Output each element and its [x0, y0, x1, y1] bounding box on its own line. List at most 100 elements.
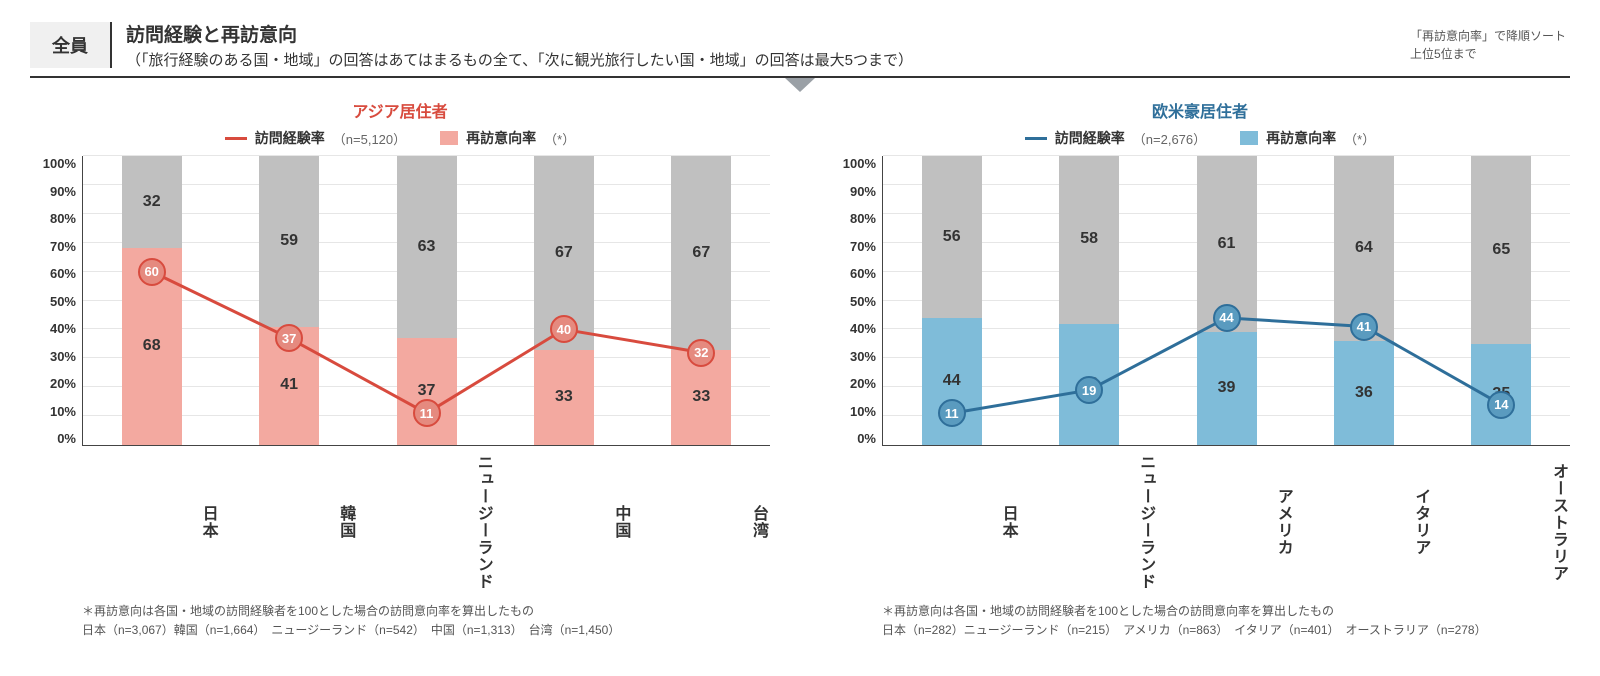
- y-tick: 70%: [50, 239, 76, 254]
- line-marker: 11: [413, 399, 441, 427]
- bar-slot: 36 64: [1295, 156, 1432, 445]
- y-tick: 40%: [850, 321, 876, 336]
- x-label: アメリカ: [1157, 454, 1295, 590]
- bar-value-bottom: 33: [671, 388, 731, 406]
- plot: 683241593763336733676037114032: [82, 156, 770, 446]
- bar-value-top: 67: [534, 244, 594, 262]
- footnote-line: ＊再訪意向は各国・地域の訪問経験者を100とした場合の訪問意向率を算出したもの: [82, 602, 770, 621]
- bar-value-top: 58: [1059, 230, 1119, 248]
- x-label: 台湾: [632, 454, 770, 590]
- bar-slot: 33 67: [495, 156, 632, 445]
- bar-value-bottom: 41: [259, 376, 319, 394]
- bar-slot: 41 59: [220, 156, 357, 445]
- y-tick: 50%: [850, 294, 876, 309]
- sort-note: 「再訪意向率」で降順ソート 上位5位まで: [1390, 27, 1570, 63]
- y-tick: 0%: [857, 431, 876, 446]
- x-axis: 日本ニュージーランドアメリカイタリアオーストラリア: [882, 454, 1570, 590]
- x-label: 日本: [882, 454, 1020, 590]
- header-title-block: 訪問経験と再訪意向 （「旅行経験のある国・地域」の回答はあてはまるもの全て、「次…: [126, 20, 1390, 70]
- bar-value-top: 59: [259, 232, 319, 250]
- legend-bar-swatch: [440, 131, 458, 145]
- panel-title: 欧米豪居住者: [830, 98, 1570, 122]
- y-tick: 50%: [50, 294, 76, 309]
- bar-value-top: 63: [397, 238, 457, 256]
- y-tick: 30%: [50, 349, 76, 364]
- y-tick: 0%: [57, 431, 76, 446]
- charts-row: アジア居住者訪問経験率（n=5,120）再訪意向率（*）100%90%80%70…: [30, 98, 1570, 640]
- bar: 3961: [1197, 156, 1257, 445]
- chart-panel: 欧米豪居住者訪問経験率（n=2,676）再訪意向率（*）100%90%80%70…: [830, 98, 1570, 640]
- legend-line-label: 訪問経験率: [1055, 128, 1125, 148]
- legend-line-swatch: [1025, 137, 1047, 140]
- y-tick: 20%: [850, 376, 876, 391]
- line-marker: 41: [1350, 313, 1378, 341]
- plot: 445642583961366435651119444114: [882, 156, 1570, 446]
- y-tick: 40%: [50, 321, 76, 336]
- line-marker: 19: [1075, 376, 1103, 404]
- line-marker: 14: [1487, 391, 1515, 419]
- footnote-line: 日本（n=282）ニュージーランド（n=215） アメリカ（n=863） イタリ…: [882, 621, 1570, 640]
- line-marker: 60: [138, 258, 166, 286]
- legend-line-label: 訪問経験率: [255, 128, 325, 148]
- x-label: オーストラリア: [1432, 454, 1570, 590]
- y-axis: 100%90%80%70%60%50%40%30%20%10%0%: [30, 156, 82, 446]
- chart-area: 100%90%80%70%60%50%40%30%20%10%0%6832415…: [30, 156, 770, 446]
- y-tick: 90%: [850, 184, 876, 199]
- bar-value-top: 65: [1471, 241, 1531, 259]
- bar-value-bottom: 36: [1334, 384, 1394, 402]
- chart-panel: アジア居住者訪問経験率（n=5,120）再訪意向率（*）100%90%80%70…: [30, 98, 770, 640]
- bar-value-top: 32: [122, 193, 182, 211]
- bar-value-bottom: 33: [534, 388, 594, 406]
- y-tick: 100%: [843, 156, 876, 171]
- legend-bar-label: 再訪意向率: [1266, 128, 1336, 148]
- x-label: イタリア: [1295, 454, 1433, 590]
- page-title: 訪問経験と再訪意向: [126, 20, 1390, 47]
- legend-line-swatch: [225, 137, 247, 140]
- bar-value-bottom: 39: [1197, 379, 1257, 397]
- legend-bar-swatch: [1240, 131, 1258, 145]
- line-marker: 11: [938, 399, 966, 427]
- bars-layer: 44564258396136643565: [883, 156, 1570, 445]
- y-tick: 90%: [50, 184, 76, 199]
- legend: 訪問経験率 （n=2,676） 再訪意向率 （*）: [830, 128, 1570, 148]
- y-tick: 100%: [43, 156, 76, 171]
- line-marker: 32: [687, 339, 715, 367]
- line-marker: 37: [275, 324, 303, 352]
- header-tag: 全員: [30, 22, 112, 68]
- header-row: 全員 訪問経験と再訪意向 （「旅行経験のある国・地域」の回答はあてはまるもの全て…: [30, 20, 1570, 78]
- x-label: 日本: [82, 454, 220, 590]
- y-tick: 60%: [850, 266, 876, 281]
- chart-area: 100%90%80%70%60%50%40%30%20%10%0%4456425…: [830, 156, 1570, 446]
- footnote-line: 日本（n=3,067）韓国（n=1,664） ニュージーランド（n=542） 中…: [82, 621, 770, 640]
- line-marker: 44: [1213, 304, 1241, 332]
- y-tick: 20%: [50, 376, 76, 391]
- bar-value-top: 64: [1334, 239, 1394, 257]
- x-label: 中国: [495, 454, 633, 590]
- bar: 33 67: [671, 156, 731, 445]
- bar-slot: 68 32: [83, 156, 220, 445]
- legend-line-n: （n=5,120）: [333, 129, 406, 148]
- y-tick: 70%: [850, 239, 876, 254]
- y-tick: 30%: [850, 349, 876, 364]
- bar: 33 67: [534, 156, 594, 445]
- x-axis: 日本韓国ニュージーランド中国台湾: [82, 454, 770, 590]
- legend-line-n: （n=2,676）: [1133, 129, 1206, 148]
- chevron-down-icon: [30, 78, 1570, 92]
- panel-title: アジア居住者: [30, 98, 770, 122]
- y-tick: 10%: [50, 404, 76, 419]
- bar: 68 32: [122, 156, 182, 445]
- footnote: ＊再訪意向は各国・地域の訪問経験者を100とした場合の訪問意向率を算出したもの日…: [882, 602, 1570, 640]
- bar-value-top: 56: [922, 228, 982, 246]
- bar: 41 59: [259, 156, 319, 445]
- bar-value-top: 67: [671, 244, 731, 262]
- bar-slot: 33 67: [633, 156, 770, 445]
- bar-value-bottom: 68: [122, 337, 182, 355]
- legend-bar-n: （*）: [544, 129, 575, 148]
- legend-bar-n: （*）: [1344, 129, 1375, 148]
- legend-line-item: 訪問経験率 （n=2,676）: [1025, 128, 1206, 148]
- footnote: ＊再訪意向は各国・地域の訪問経験者を100とした場合の訪問意向率を算出したもの日…: [82, 602, 770, 640]
- y-tick: 10%: [850, 404, 876, 419]
- page-subtitle: （「旅行経験のある国・地域」の回答はあてはまるもの全て、「次に観光旅行したい国・…: [126, 49, 1390, 70]
- legend: 訪問経験率（n=5,120）再訪意向率（*）: [30, 128, 770, 148]
- x-label: 韓国: [220, 454, 358, 590]
